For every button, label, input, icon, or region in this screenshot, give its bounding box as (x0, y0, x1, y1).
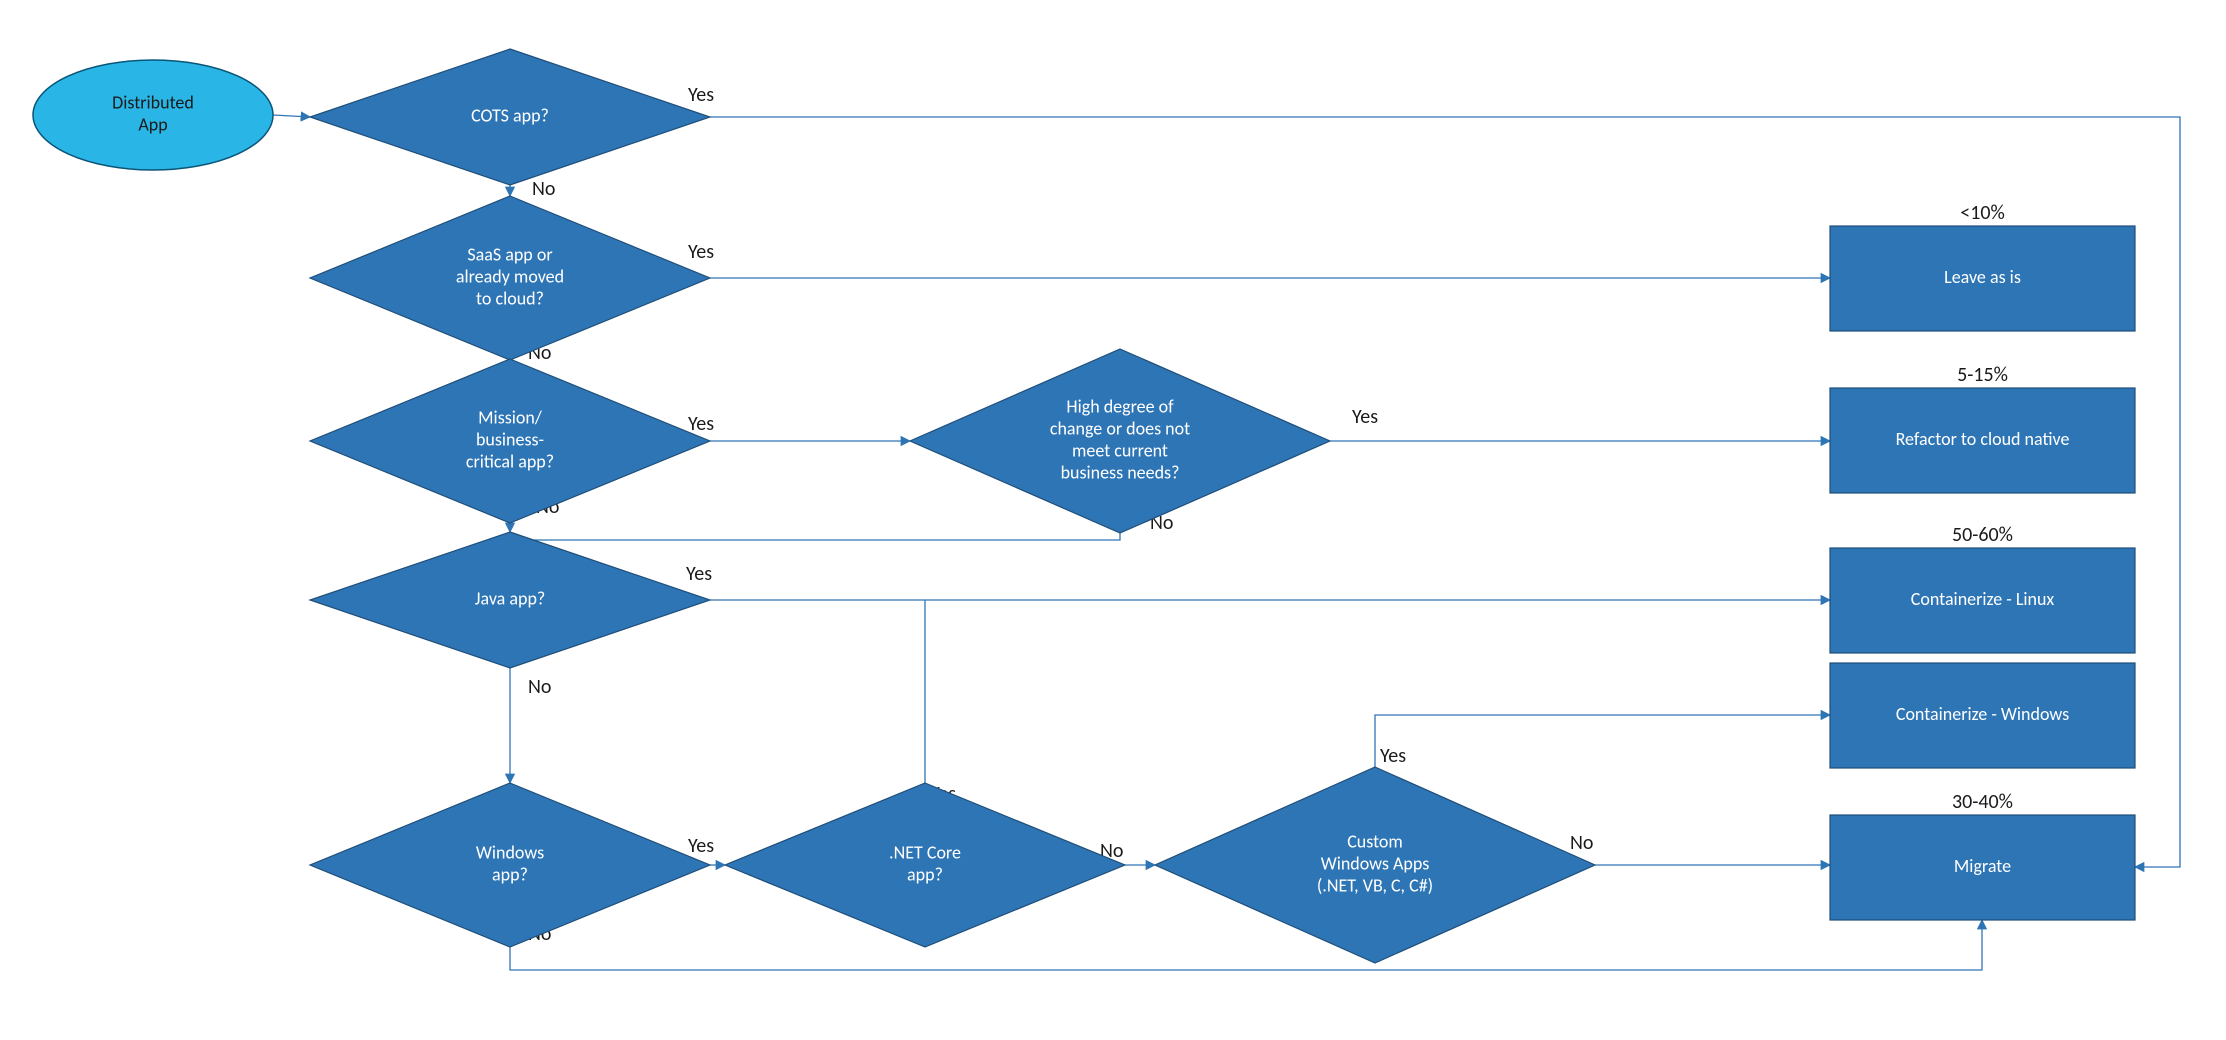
edge-0 (273, 115, 310, 117)
node-cont_linux-label-line-0: Containerize - Linux (1911, 588, 2055, 610)
node-custom-label-line-2: (.NET, VB, C, C#) (1317, 874, 1433, 896)
node-change-label-line-1: change or does not (1050, 417, 1190, 439)
node-mission-label-line-0: Mission/ (478, 406, 543, 428)
edge-label-15: No (1570, 831, 1593, 855)
flowchart-canvas: YesNoYesNoYesYesNoNoYesNoYesYesNoYesNoNo… (0, 0, 2226, 1040)
edge-7 (510, 533, 1120, 540)
node-start-label-line-1: App (138, 113, 167, 135)
edge-14 (1375, 715, 1830, 767)
node-change: High degree ofchange or does notmeet cur… (910, 349, 1330, 533)
node-leave-label-line-0: Leave as is (1944, 266, 2021, 288)
node-mission-label-line-1: business- (476, 428, 544, 450)
node-windows-label-line-0: Windows (476, 841, 544, 863)
edge-label-1: Yes (688, 83, 714, 107)
node-saas-label-line-2: to cloud? (476, 287, 544, 309)
node-refactor-label-line-0: Refactor to cloud native (1896, 428, 2070, 450)
node-saas: SaaS app oralready movedto cloud? (310, 196, 710, 360)
node-refactor-header: 5-15% (1957, 363, 2008, 387)
node-cont_win-label-line-0: Containerize - Windows (1896, 703, 2069, 725)
node-netcore-label-line-0: .NET Core (889, 841, 961, 863)
node-refactor: 5-15% Refactor to cloud native (1830, 363, 2135, 493)
node-migrate-header: 30-40% (1952, 790, 2013, 814)
node-leave-header: <10% (1960, 201, 2005, 225)
node-custom-label-line-1: Windows Apps (1321, 852, 1430, 874)
edge-label-2: No (532, 177, 555, 201)
node-change-label-line-2: meet current (1072, 439, 1168, 461)
node-saas-label-line-0: SaaS app or (467, 243, 552, 265)
edge-label-11: Yes (688, 834, 714, 858)
node-migrate: 30-40% Migrate (1830, 790, 2135, 920)
node-change-label-line-0: High degree of (1066, 395, 1174, 417)
node-java: Java app? (310, 532, 710, 668)
node-custom-label-line-0: Custom (1347, 830, 1403, 852)
node-netcore-label-line-1: app? (907, 863, 943, 885)
edge-16 (510, 920, 1982, 970)
node-windows: Windowsapp? (310, 783, 710, 947)
node-windows-label-line-1: app? (492, 863, 528, 885)
node-cont_win: Containerize - Windows (1830, 663, 2135, 768)
node-cont_linux: 50-60% Containerize - Linux (1830, 523, 2135, 653)
node-cont_linux-header: 50-60% (1952, 523, 2013, 547)
node-change-label-line-3: business needs? (1061, 461, 1180, 483)
nodes-layer: DistributedApp COTS app? SaaS app oralread… (33, 49, 2135, 963)
node-custom: CustomWindows Apps(.NET, VB, C, C#) (1155, 767, 1595, 963)
edge-label-10: No (528, 675, 551, 699)
edge-label-5: Yes (688, 412, 714, 436)
edge-label-3: Yes (688, 240, 714, 264)
node-start: DistributedApp (33, 60, 273, 170)
node-saas-label-line-1: already moved (456, 265, 564, 287)
node-cots-label-line-0: COTS app? (471, 104, 549, 126)
edge-label-6: Yes (1352, 405, 1378, 429)
node-java-label-line-0: Java app? (475, 587, 546, 609)
node-mission-label-line-2: critical app? (466, 450, 554, 472)
node-mission: Mission/business-critical app? (310, 359, 710, 523)
node-start-label-line-0: Distributed (112, 91, 194, 113)
node-cots: COTS app? (310, 49, 710, 185)
edge-label-9: Yes (686, 562, 712, 586)
node-netcore: .NET Coreapp? (725, 783, 1125, 947)
node-migrate-label-line-0: Migrate (1954, 855, 2011, 877)
node-leave: <10% Leave as is (1830, 201, 2135, 331)
edge-label-14: Yes (1380, 744, 1406, 768)
